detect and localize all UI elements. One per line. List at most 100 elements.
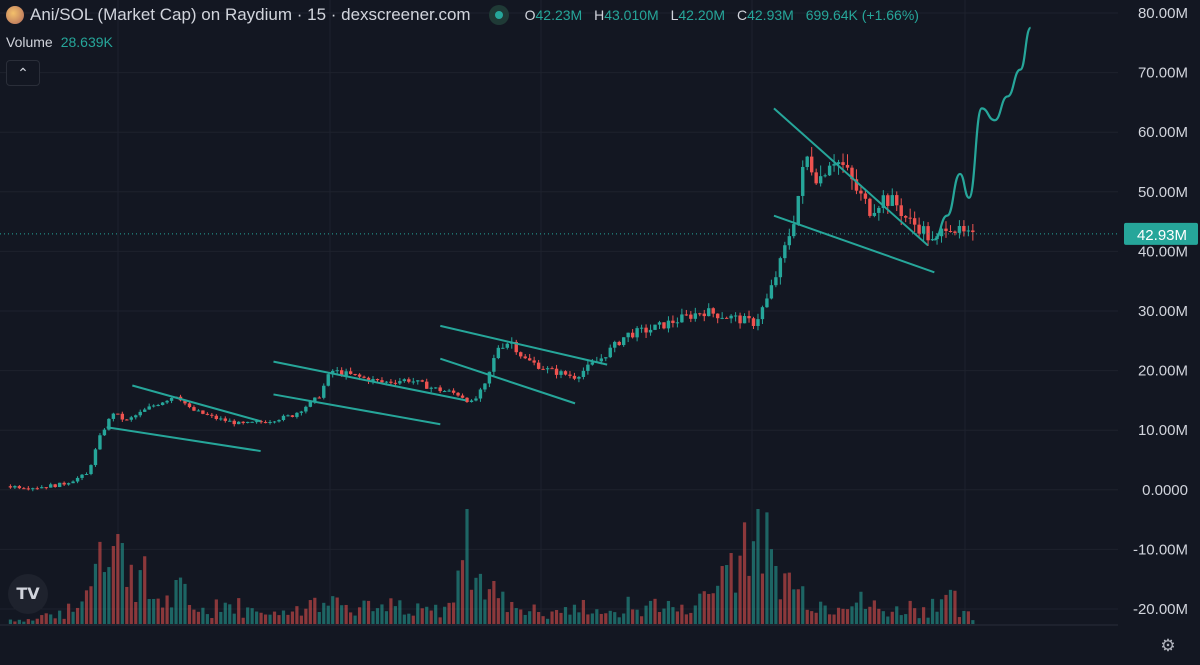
candle-body <box>827 165 832 176</box>
candle-body <box>353 373 357 375</box>
trend-line-upper <box>440 324 608 366</box>
volume-bar <box>810 611 814 624</box>
candle-body <box>711 308 715 314</box>
candle-body <box>944 228 948 232</box>
candle-body <box>35 488 39 490</box>
high-value: 43.010M <box>604 7 659 23</box>
volume-bar <box>102 572 107 624</box>
candle-body <box>787 236 792 246</box>
volume-bar <box>756 509 760 624</box>
volume-bar <box>783 573 787 624</box>
candle-body <box>66 483 71 485</box>
volume-bar <box>971 620 975 624</box>
volume-bar <box>443 606 447 624</box>
volume-bar <box>904 614 908 624</box>
volume-bar <box>720 566 724 624</box>
candle-body <box>49 484 53 488</box>
volume-bar <box>738 555 742 624</box>
volume-bar <box>223 602 227 624</box>
trend-line-lower <box>773 214 935 274</box>
volume-bar <box>44 613 48 624</box>
volume-bar <box>340 605 344 624</box>
gear-icon[interactable]: ⚙ <box>1160 636 1176 655</box>
volume-bar <box>84 590 89 624</box>
candle-body <box>75 477 80 482</box>
y-tick-label: 30.00M <box>1138 303 1188 320</box>
candle-body <box>89 465 93 475</box>
candle-body <box>608 347 612 358</box>
collapse-legend-button[interactable]: ⌃ <box>6 60 40 86</box>
volume-bar <box>107 567 111 624</box>
candle-body <box>456 392 460 396</box>
volume-bar <box>586 614 590 624</box>
candle-body <box>921 226 926 234</box>
volume-bar <box>657 612 662 624</box>
candle-body <box>689 314 693 319</box>
volume-bar <box>411 615 415 624</box>
chart-header: Ani/SOL (Market Cap) on Raydium · 15 · d… <box>0 0 927 30</box>
candle-body <box>760 307 765 320</box>
candle-body <box>357 374 362 377</box>
trend-line-lower <box>439 357 576 405</box>
volume-bar <box>577 612 581 624</box>
volume-bar <box>568 614 572 624</box>
chevron-up-icon: ⌃ <box>17 65 29 81</box>
volume-bar <box>219 611 223 624</box>
candle-body <box>765 298 769 308</box>
candle-body <box>908 217 912 219</box>
volume-bar <box>53 618 57 624</box>
volume-bar <box>290 611 295 624</box>
volume-bar <box>613 612 617 624</box>
volume-bar <box>559 612 563 624</box>
volume-bar <box>335 597 339 624</box>
market-status-icon[interactable] <box>488 5 509 25</box>
candle-body <box>523 356 527 359</box>
volume-bar <box>478 573 483 624</box>
volume-bar <box>255 611 259 624</box>
candle-body <box>17 486 22 489</box>
current-price-label: 42.93M <box>1137 227 1187 244</box>
candle-body <box>272 421 277 423</box>
volume-bar <box>40 615 44 624</box>
volume-bar <box>854 602 859 624</box>
candle-body <box>890 195 894 206</box>
candle-body <box>581 370 586 377</box>
volume-bar <box>962 610 966 624</box>
volume-bar <box>505 612 509 624</box>
candle-body <box>348 371 353 374</box>
candle-body <box>57 482 62 488</box>
candle-body <box>962 225 966 232</box>
tradingview-logo-icon[interactable]: TV <box>8 574 48 614</box>
candle-body <box>541 368 545 370</box>
volume-bar <box>362 600 366 624</box>
volume-bar <box>747 575 751 624</box>
volume-bar <box>187 604 192 624</box>
volume-bar <box>407 613 411 624</box>
low-key: L <box>670 7 679 23</box>
candle-body <box>729 315 733 319</box>
volume-bar <box>165 595 169 624</box>
candle-body <box>657 322 662 325</box>
candle-body <box>483 383 487 390</box>
candle-body <box>447 390 451 392</box>
volume-label: Volume <box>6 34 53 50</box>
candle-body <box>317 397 321 399</box>
volume-bar <box>353 615 357 624</box>
volume-bar <box>272 611 277 624</box>
candle-body <box>774 277 778 286</box>
volume-bar <box>13 621 17 624</box>
candle-body <box>259 421 263 423</box>
candle-body <box>205 413 210 415</box>
volume-bar <box>599 613 603 624</box>
time-axis <box>0 625 1200 665</box>
candle-body <box>8 486 13 488</box>
volume-bar <box>384 611 389 624</box>
candle-body <box>586 364 590 371</box>
volume-bar <box>845 609 850 624</box>
volume-bar <box>429 610 433 624</box>
candle-body <box>196 410 201 412</box>
candle-body <box>590 362 595 365</box>
volume-bar <box>434 604 438 624</box>
candle-body <box>151 405 156 407</box>
